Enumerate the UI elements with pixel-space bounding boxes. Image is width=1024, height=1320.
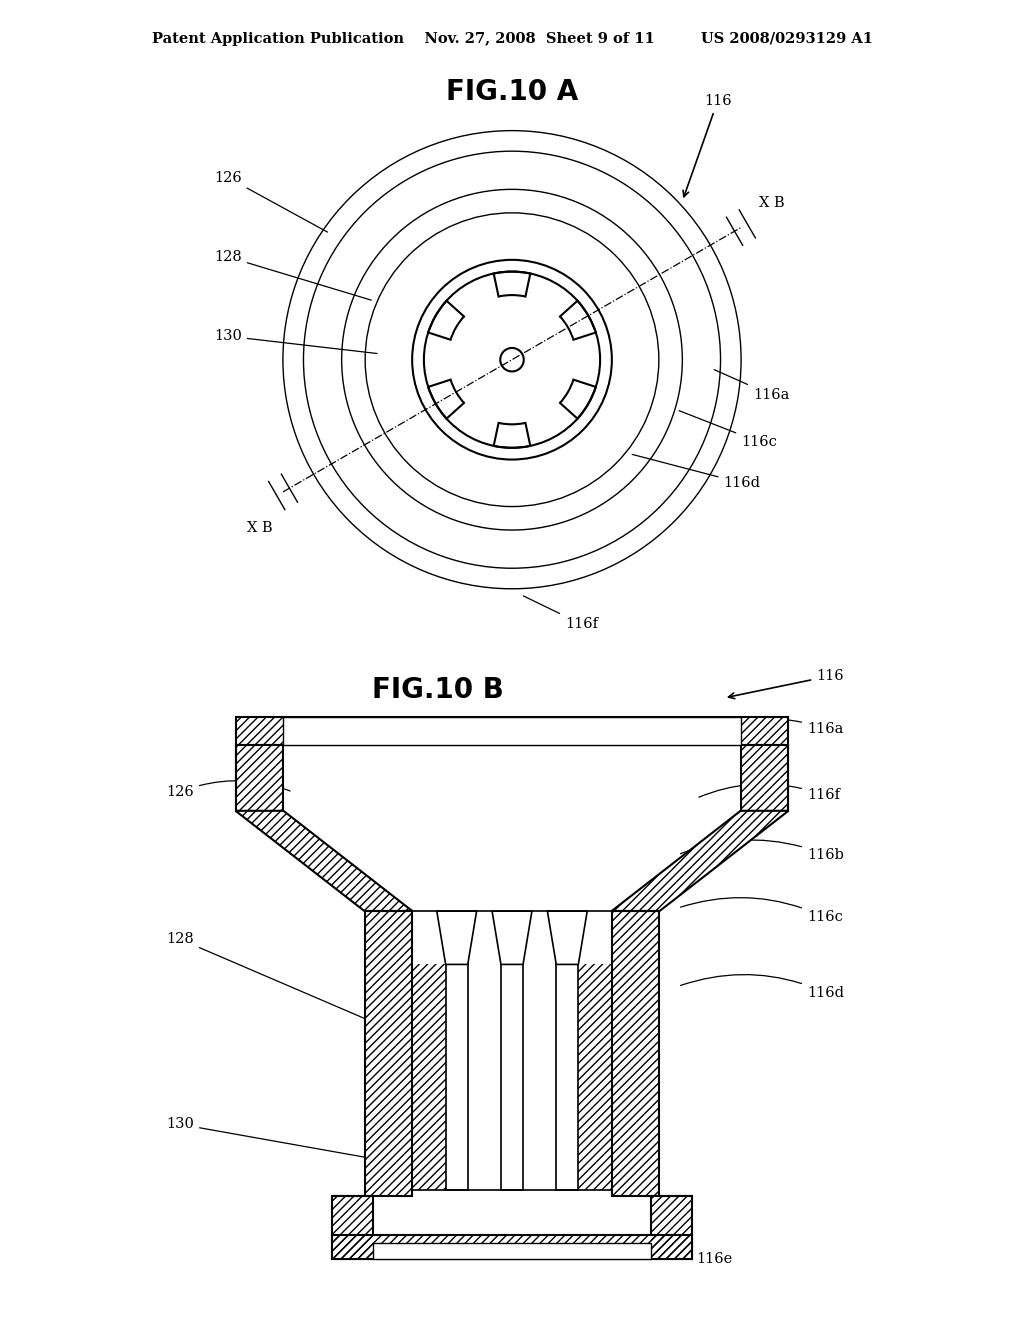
Bar [445, 965, 468, 1191]
Text: 128: 128 [214, 249, 372, 300]
Polygon shape [332, 1236, 692, 1259]
Polygon shape [365, 911, 413, 1196]
Bar [284, 717, 740, 744]
Polygon shape [332, 1196, 373, 1259]
Text: 116: 116 [683, 94, 731, 197]
Text: 116e: 116e [607, 1242, 732, 1266]
Polygon shape [651, 1196, 692, 1259]
Text: 130: 130 [214, 329, 377, 354]
Bar [373, 1243, 651, 1259]
Text: 130: 130 [166, 1117, 371, 1159]
Text: Patent Application Publication    Nov. 27, 2008  Sheet 9 of 11         US 2008/0: Patent Application Publication Nov. 27, … [152, 32, 872, 46]
Text: 116a: 116a [718, 719, 844, 737]
Text: X B: X B [759, 195, 784, 210]
Text: 116c: 116c [679, 411, 777, 449]
Text: 116c: 116c [681, 898, 843, 924]
Text: 116f: 116f [699, 784, 840, 803]
Text: FIG.10 B: FIG.10 B [373, 676, 504, 704]
Bar [413, 911, 611, 1196]
Polygon shape [236, 744, 284, 810]
Text: 116d: 116d [632, 454, 761, 490]
Text: X B: X B [247, 521, 272, 535]
Bar [413, 965, 445, 1191]
Text: 126: 126 [166, 780, 290, 799]
Text: 116: 116 [728, 669, 844, 698]
Bar [501, 965, 523, 1191]
Text: 116a: 116a [715, 370, 790, 403]
Bar [556, 965, 579, 1191]
Polygon shape [236, 717, 788, 744]
Text: 128: 128 [166, 932, 372, 1022]
Text: 116b: 116b [681, 840, 844, 862]
Polygon shape [548, 911, 587, 965]
Polygon shape [284, 810, 740, 911]
Polygon shape [437, 911, 476, 965]
Text: 116f: 116f [523, 595, 598, 631]
Polygon shape [611, 810, 788, 911]
Polygon shape [236, 810, 413, 911]
Text: FIG.10 A: FIG.10 A [445, 78, 579, 106]
Bar [579, 965, 611, 1191]
Text: 126: 126 [214, 170, 328, 232]
Polygon shape [740, 744, 788, 810]
Polygon shape [493, 911, 531, 965]
Polygon shape [611, 911, 659, 1196]
Text: 116d: 116d [681, 974, 844, 999]
